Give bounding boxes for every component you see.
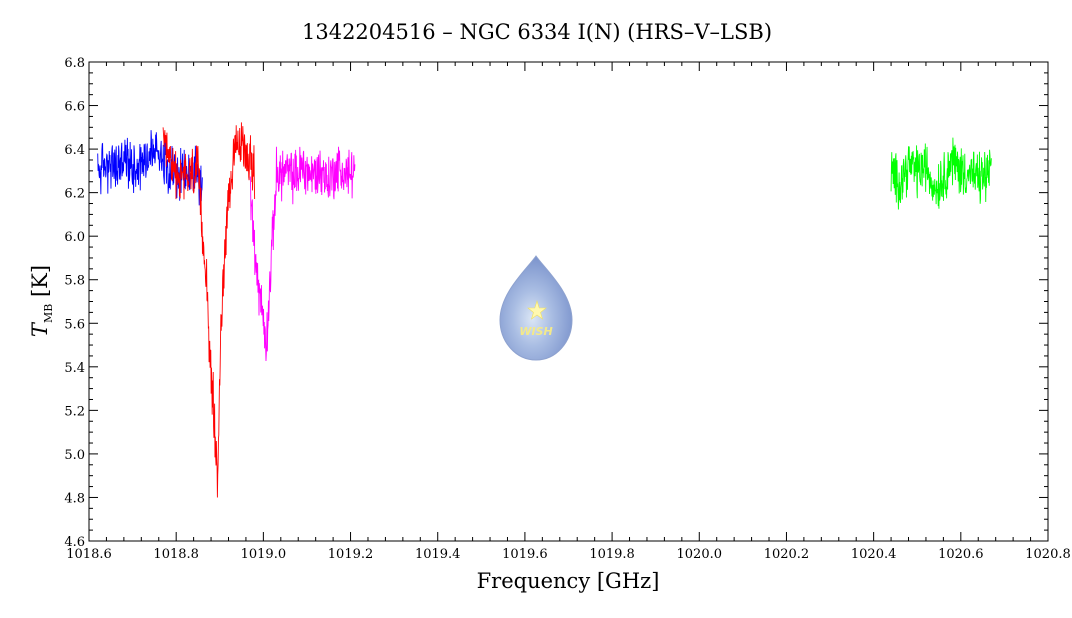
y-tick-label: 6.4 [64,143,85,158]
y-tick-label: 6.6 [64,100,85,115]
logo-text: WISH [519,325,552,338]
y-axis-subscript: MB [42,304,55,323]
x-tick-label: 1018.8 [153,547,199,562]
y-tick-label: 5.8 [64,274,85,289]
y-tick-label: 4.6 [64,535,85,550]
wish-logo: WISH [499,255,573,361]
y-tick-label: 5.0 [64,448,85,463]
y-tick-label: 6.0 [64,230,85,245]
y-tick-label: 5.2 [64,404,85,419]
plot-area: 4.6 4.8 5.0 5.2 5.4 5.6 5.8 6.0 6.2 6.4 6.6 6.8 101… [64,56,1070,562]
y-tick-label: 6.8 [64,56,85,71]
y-axis-ticks: 4.6 4.8 5.0 5.2 5.4 5.6 5.8 6.0 6.2 6.4 6.6 6.8 [64,56,1048,550]
y-axis-unit: [K] [28,265,52,297]
chart-title: 1342204516 – NGC 6334 I(N) (HRS–V–LSB) [302,20,772,44]
x-axis-title: Frequency [GHz] [477,569,660,593]
y-axis-title: TMB [K] [28,265,55,337]
spectrum-series-line [890,137,992,210]
y-tick-label: 5.6 [64,317,85,332]
x-tick-label: 1019.0 [241,547,287,562]
x-axis-ticks: 1018.6 1018.8 1019.0 1019.2 1019.4 1019.6 1019… [66,62,1071,562]
y-axis-symbol: T [28,321,52,337]
svg-text:TMB [K]: TMB [K] [28,265,55,337]
x-tick-label: 1019.8 [589,547,635,562]
x-tick-label: 1020.6 [938,547,984,562]
x-tick-label: 1019.6 [502,547,548,562]
y-tick-label: 4.8 [64,491,85,506]
y-tick-label: 6.2 [64,187,85,202]
spectrum-series-line [162,122,256,498]
series-layer [97,122,992,498]
y-tick-label: 5.4 [64,361,85,376]
x-tick-label: 1020.2 [764,547,810,562]
x-tick-label: 1018.6 [66,547,112,562]
star-icon [527,299,547,320]
spectrum-series-line [249,146,356,362]
x-tick-label: 1020.4 [851,547,897,562]
x-tick-label: 1019.2 [328,547,374,562]
x-tick-label: 1019.4 [415,547,461,562]
x-tick-label: 1020.0 [677,547,723,562]
x-tick-label: 1020.8 [1025,547,1071,562]
spectrum-series-line [97,130,203,206]
